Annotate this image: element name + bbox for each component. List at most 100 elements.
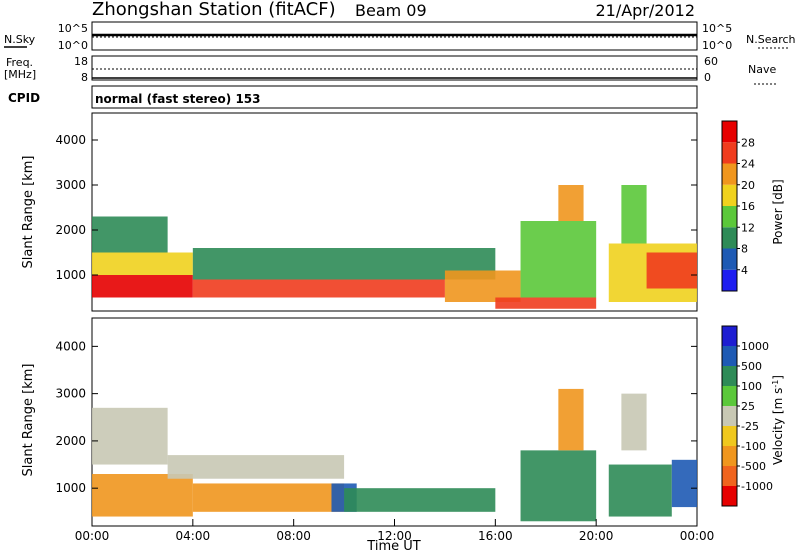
velocity-colorbar-cell-0 — [722, 326, 737, 346]
freq-tick-hi: 18 — [74, 55, 88, 68]
velocity-colorbar-cell-3 — [722, 386, 737, 406]
velocity-colorbar-cell-8 — [722, 486, 737, 506]
power-colorbar-label: Power [dB] — [771, 179, 785, 244]
freq-unit-label: [MHz] — [4, 68, 36, 81]
velocity-colorbar-cell-2 — [722, 366, 737, 386]
noise-right-tick-lo: 10^0 — [702, 39, 732, 52]
velocity-colorbar-frame — [721, 325, 738, 507]
power-colorbar-tick-6: 28 — [741, 136, 755, 149]
velocity-band-5 — [344, 488, 496, 512]
power-colorbar-cell-5 — [722, 163, 737, 185]
power-band-11 — [646, 252, 697, 289]
velocity-band-1 — [92, 474, 193, 517]
power-colorbar-tick-0: 4 — [741, 264, 748, 277]
power-y-ticks: 1000 2000 3000 4000 — [55, 133, 697, 282]
x-tick-5: 20:00 — [579, 529, 614, 543]
velocity-band-2 — [192, 483, 345, 512]
x-axis-label: Time UT — [366, 539, 420, 554]
x-tick-1: 04:00 — [176, 529, 211, 543]
power-band-10 — [621, 185, 647, 244]
cpid-text: normal (fast stereo) 153 — [95, 92, 261, 106]
power-colorbar-cell-1 — [722, 248, 737, 270]
power-ytick-1: 2000 — [55, 223, 86, 237]
station-title: Zhongshan Station (fitACF) — [92, 0, 336, 20]
velocity-colorbar-label: Velocity [m s-1] — [771, 375, 786, 465]
cpid-label: CPID — [8, 91, 40, 105]
velocity-ytick-0: 1000 — [55, 481, 86, 495]
power-band-7 — [520, 221, 597, 298]
velocity-colorbar-cell-7 — [722, 466, 737, 486]
velocity-band-7 — [558, 388, 584, 451]
power-colorbar-tick-4: 20 — [741, 179, 755, 192]
nsky-label: N.Sky — [4, 33, 36, 46]
freq-tick-lo: 8 — [81, 71, 88, 84]
velocity-panel: 1000 2000 3000 4000 Slant Range [km] 1000 50… — [21, 317, 786, 527]
power-colorbar-cell-2 — [722, 227, 737, 249]
velocity-band-3 — [167, 455, 345, 479]
velocity-colorbar-tick-5: -100 — [741, 440, 766, 453]
power-colorbar-cell-6 — [722, 142, 737, 164]
power-band-8 — [558, 185, 584, 221]
velocity-colorbar-tick-1: 500 — [741, 360, 762, 373]
velocity-band-6 — [520, 450, 597, 522]
beam-label: Beam 09 — [355, 1, 427, 20]
velocity-colorbar-tick-7: -1000 — [741, 480, 773, 493]
date-label: 21/Apr/2012 — [595, 1, 695, 20]
power-colorbar: 4 8 12 16 20 24 28 — [721, 120, 755, 292]
x-tick-4: 16:00 — [478, 529, 513, 543]
velocity-band-10 — [671, 459, 697, 508]
velocity-colorbar-tick-4: -25 — [741, 420, 759, 433]
velocity-ytick-1: 2000 — [55, 434, 86, 448]
velocity-colorbar-cell-4 — [722, 406, 737, 426]
velocity-colorbar-cell-5 — [722, 426, 737, 446]
power-band-5 — [444, 270, 521, 302]
velocity-colorbar-cell-6 — [722, 446, 737, 466]
power-ytick-2: 3000 — [55, 178, 86, 192]
power-ylabel: Slant Range [km] — [21, 156, 36, 269]
cpid-panel-frame — [91, 85, 698, 109]
velocity-band-9 — [608, 464, 672, 517]
x-axis-ticks: 00:00 04:00 08:00 12:00 16:00 20:00 00:00 — [75, 519, 715, 543]
power-panel: 1000 2000 3000 4000 Slant Range [km] 4 8 12 16… — [21, 112, 785, 312]
velocity-ylabel: Slant Range [km] — [21, 364, 36, 477]
velocity-ytick-3: 4000 — [55, 339, 86, 353]
freq-label: Freq. — [6, 56, 33, 69]
power-colorbar-cell-0 — [722, 269, 737, 291]
velocity-y-ticks: 1000 2000 3000 4000 — [55, 339, 697, 495]
freq-panel-frame — [91, 55, 698, 81]
power-bands — [92, 185, 697, 309]
power-band-6 — [495, 297, 597, 309]
power-colorbar-cell-4 — [722, 184, 737, 206]
x-tick-6: 00:00 — [680, 529, 715, 543]
power-band-0 — [92, 275, 193, 298]
power-colorbar-tick-3: 16 — [741, 200, 755, 213]
noise-right-tick-hi: 10^5 — [702, 22, 732, 35]
velocity-colorbar-cell-1 — [722, 346, 737, 366]
power-colorbar-tick-1: 8 — [741, 243, 748, 256]
x-tick-3: 12:00 — [377, 529, 412, 543]
nave-tick-lo: 0 — [704, 71, 711, 84]
nsearch-label: N.Search — [746, 33, 796, 46]
velocity-ytick-2: 3000 — [55, 387, 86, 401]
velocity-band-8 — [621, 393, 647, 451]
noise-left-tick-hi: 10^5 — [58, 22, 88, 35]
power-colorbar-tick-5: 24 — [741, 158, 755, 171]
power-ytick-3: 4000 — [55, 133, 86, 147]
x-tick-2: 08:00 — [276, 529, 311, 543]
velocity-colorbar-tick-6: -500 — [741, 460, 766, 473]
power-band-3 — [92, 216, 168, 253]
noise-left-tick-lo: 10^0 — [58, 39, 88, 52]
power-colorbar-tick-2: 12 — [741, 221, 755, 234]
nave-label: Nave — [748, 63, 776, 76]
velocity-band-0 — [92, 407, 168, 465]
velocity-colorbar: 1000 500 100 25 -25 -100 -500 -1000 — [721, 325, 773, 507]
x-tick-0: 00:00 — [75, 529, 110, 543]
velocity-bands — [92, 388, 697, 522]
power-band-2 — [92, 252, 193, 275]
velocity-colorbar-tick-3: 25 — [741, 400, 755, 413]
nave-tick-hi: 60 — [704, 55, 718, 68]
velocity-colorbar-tick-0: 1000 — [741, 340, 769, 353]
velocity-colorbar-tick-2: 100 — [741, 380, 762, 393]
power-colorbar-cell-7 — [722, 121, 737, 143]
